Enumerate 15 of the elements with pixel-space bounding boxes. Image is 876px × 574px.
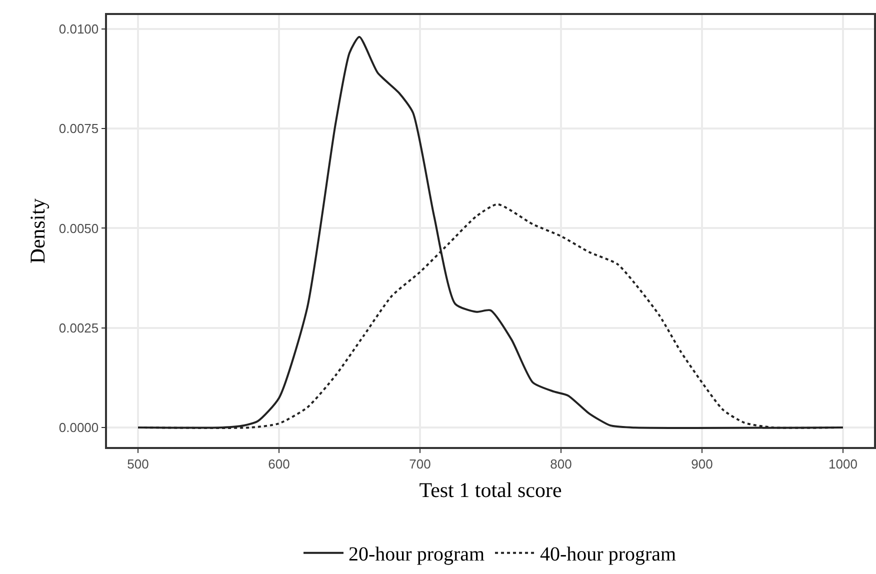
legend-label: 20-hour program [348,544,486,566]
x-axis-title: Test 1 total score [419,478,562,502]
x-tick-label: 900 [691,456,713,472]
y-axis-title: Density [26,198,50,264]
y-tick-label: 0.0000 [58,420,99,436]
y-tick-label: 0.0075 [58,121,99,136]
y-tick-label: 0.0100 [58,22,99,36]
legend-label: 40-hour program [540,544,677,566]
x-tick-label: 1000 [828,456,858,472]
y-tick-label: 0.0050 [58,220,99,236]
y-tick-label: 0.0025 [58,320,99,336]
x-tick-label: 700 [409,456,431,472]
x-tick-label: 500 [127,456,149,472]
x-tick-label: 600 [268,456,290,472]
x-tick-label: 800 [550,456,572,472]
